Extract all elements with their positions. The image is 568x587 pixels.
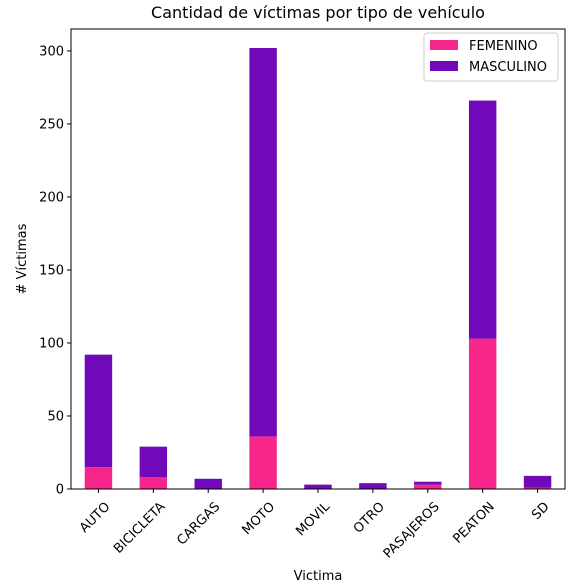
y-tick-label: 150 [39, 263, 64, 278]
legend-label-femenino: FEMENINO [469, 39, 538, 54]
legend-swatch-femenino [430, 40, 458, 50]
y-tick-label: 300 [39, 44, 64, 59]
legend: FEMENINO MASCULINO [423, 32, 559, 82]
bar-pasajeros-femenino [414, 484, 442, 489]
bar-peaton-masculino [468, 100, 497, 339]
legend-swatch-masculino [430, 61, 458, 71]
bar-moto-femenino [249, 436, 277, 489]
x-tick-label-bicicleta: BICICLETA [111, 499, 168, 556]
y-tick-label: 50 [47, 409, 64, 424]
x-tick-label-auto: AUTO [77, 499, 113, 535]
x-axis-label: Victima [294, 569, 343, 584]
bar-sd-femenino [523, 487, 552, 489]
x-tick-label-moto: MOTO [240, 499, 279, 538]
x-tick-label-sd: SD [529, 499, 553, 523]
bar-bicicleta-masculino [139, 446, 168, 478]
y-axis: 0 50 100 150 200 250 300 [39, 44, 71, 498]
bar-otro-masculino [359, 483, 387, 489]
x-tick-label-cargas: CARGAS [174, 499, 223, 548]
bar-bicicleta-femenino [139, 477, 168, 489]
y-tick-label: 100 [39, 336, 64, 351]
bar-cargas-masculino [194, 478, 222, 489]
bar-peaton-femenino [468, 338, 497, 489]
y-tick-label: 250 [39, 117, 64, 132]
bar-pasajeros-masculino [414, 481, 442, 485]
bar-auto-masculino [84, 354, 113, 468]
x-tick-label-otro: OTRO [351, 499, 388, 536]
legend-label-masculino: MASCULINO [469, 60, 547, 75]
y-axis-label: # Víctimas [15, 223, 30, 294]
y-tick-label: 0 [56, 483, 64, 498]
x-tick-label-pasajeros: PASAJEROS [381, 499, 443, 561]
bar-sd-masculino [523, 475, 552, 488]
chart-title: Cantidad de víctimas por tipo de vehícul… [151, 3, 485, 22]
x-tick-label-movil: MOVIL [293, 499, 333, 539]
y-tick-label: 200 [39, 190, 64, 205]
bar-auto-femenino [84, 467, 113, 489]
x-tick-label-peaton: PEATON [450, 499, 497, 546]
bar-movil-masculino [304, 484, 332, 489]
bars-group [84, 47, 552, 489]
bar-moto-masculino [249, 47, 277, 437]
